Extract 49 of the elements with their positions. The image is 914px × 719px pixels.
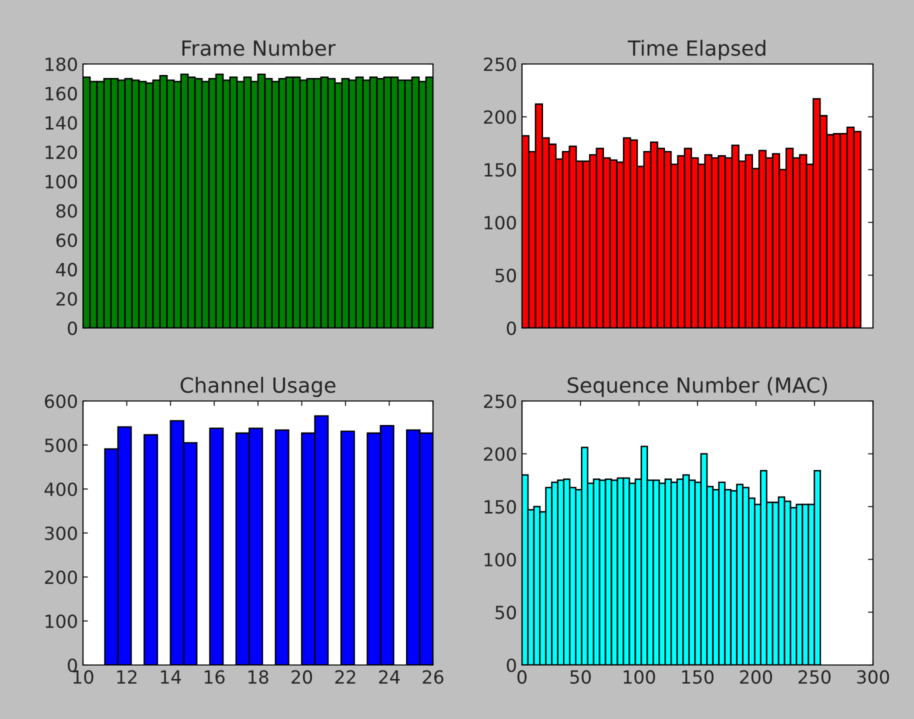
y-tick-label: 600 xyxy=(44,394,77,408)
y-tick-label: 100 xyxy=(484,216,516,230)
y-tick-label: 50 xyxy=(496,606,516,620)
x-tick-label: 14 xyxy=(160,670,181,684)
y-tick-label: 500 xyxy=(45,438,77,452)
y-tick-label: 0 xyxy=(506,321,516,336)
x-tick-label: 22 xyxy=(335,670,356,684)
x-tick-label: 300 xyxy=(857,670,890,684)
x-tick-label: 50 xyxy=(570,670,591,684)
chart-title: Time Elapsed xyxy=(628,40,766,60)
y-tick-label: 120 xyxy=(46,145,77,160)
x-tick-label: 26 xyxy=(422,670,444,684)
y-tick-label: 150 xyxy=(484,163,516,177)
y-tick-label: 60 xyxy=(56,233,77,248)
x-tick-label: 200 xyxy=(740,670,772,684)
y-tick-label: 300 xyxy=(45,526,77,540)
y-tick-label: 150 xyxy=(484,500,516,514)
y-tick-label: 200 xyxy=(484,447,516,461)
y-tick-label: 100 xyxy=(46,174,77,188)
y-tick-label: 20 xyxy=(56,292,77,306)
y-tick-label: 200 xyxy=(484,110,516,124)
x-tick-label: 18 xyxy=(248,670,268,684)
y-tick-label: 100 xyxy=(46,614,77,628)
y-tick-label: 250 xyxy=(484,57,516,72)
y-tick-label: 40 xyxy=(56,262,77,276)
y-tick-label: 80 xyxy=(56,204,77,218)
y-tick-label: 0 xyxy=(68,658,77,672)
y-tick-label: 160 xyxy=(46,86,77,100)
y-tick-label: 400 xyxy=(44,482,77,496)
x-tick-label: 150 xyxy=(682,670,714,684)
x-tick-label: 16 xyxy=(204,670,225,684)
x-tick-label: 24 xyxy=(379,670,400,684)
y-tick-label: 0 xyxy=(506,658,516,672)
y-tick-label: 100 xyxy=(484,552,516,567)
y-tick-label: 180 xyxy=(46,57,77,72)
x-tick-label: 10 xyxy=(73,670,94,684)
x-tick-label: 12 xyxy=(117,670,136,684)
y-tick-label: 0 xyxy=(68,321,77,336)
chart-title: Frame Number xyxy=(182,40,336,56)
chart-title: Sequence Number (MAC) xyxy=(568,376,827,397)
x-tick-label: 100 xyxy=(624,670,656,684)
y-tick-label: 140 xyxy=(46,116,77,130)
chart-title: Channel Usage xyxy=(180,376,336,397)
x-tick-label: 0 xyxy=(517,670,527,684)
x-tick-label: 250 xyxy=(798,670,831,684)
y-tick-label: 250 xyxy=(484,394,516,408)
x-tick-label: 20 xyxy=(292,670,312,684)
y-tick-label: 200 xyxy=(45,570,77,584)
y-tick-label: 50 xyxy=(496,268,516,282)
